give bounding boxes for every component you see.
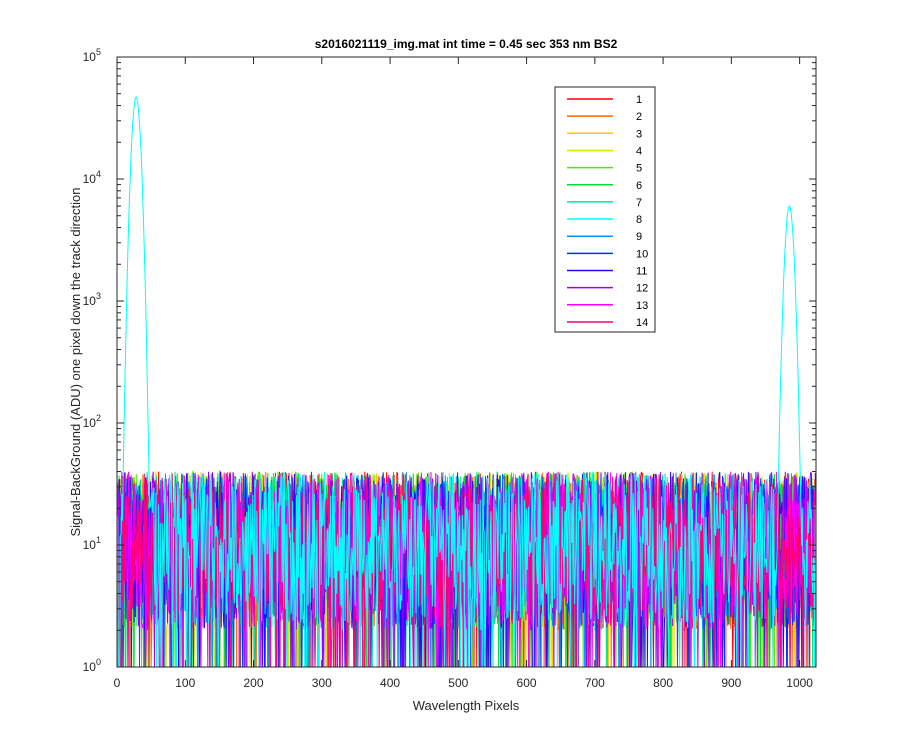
y-axis-title: Signal-BackGround (ADU) one pixel down t… <box>68 187 83 536</box>
x-tick-label: 500 <box>448 676 468 690</box>
x-tick-label: 0 <box>114 676 121 690</box>
legend-label-10: 10 <box>636 248 648 260</box>
legend-label-11: 11 <box>636 266 647 278</box>
legend-label-13: 13 <box>636 300 648 312</box>
legend-label-14: 14 <box>636 317 648 329</box>
x-tick-label: 600 <box>517 676 537 690</box>
x-tick-label: 900 <box>721 676 741 690</box>
series-line-8 <box>117 96 817 668</box>
legend-label-9: 9 <box>636 231 642 243</box>
x-axis-title: Wavelength Pixels <box>413 698 520 713</box>
ticks-layer: 0 100 200 300 400 500 600 700 800 900 100010010110… <box>83 47 816 690</box>
legend-label-12: 12 <box>636 283 648 295</box>
x-tick-label: 200 <box>244 676 264 690</box>
y-tick-exponent: 5 <box>96 47 101 57</box>
legend-label-2: 2 <box>636 111 642 123</box>
y-tick-exponent: 2 <box>96 413 101 423</box>
x-tick-label: 300 <box>312 676 332 690</box>
y-tick-exponent: 3 <box>96 291 101 301</box>
x-tick-label: 100 <box>175 676 195 690</box>
legend-box <box>554 86 656 333</box>
series-layer <box>117 96 817 668</box>
y-tick-exponent: 1 <box>96 535 101 545</box>
legend-label-8: 8 <box>636 214 642 226</box>
x-tick-label: 400 <box>380 676 400 690</box>
x-tick-label: 800 <box>653 676 673 690</box>
x-tick-label: 700 <box>585 676 605 690</box>
legend-label-7: 7 <box>636 197 642 209</box>
legend-label-4: 4 <box>636 145 642 157</box>
legend-label-1: 1 <box>636 94 642 106</box>
y-tick-exponent: 4 <box>96 169 101 179</box>
legend-label-5: 5 <box>636 163 642 175</box>
x-tick-label: 1000 <box>786 676 813 690</box>
chart-title: s2016021119_img.mat int time = 0.45 sec … <box>315 37 618 51</box>
legend-label-6: 6 <box>636 180 642 192</box>
y-tick-exponent: 0 <box>96 657 101 667</box>
plot-frame <box>116 56 817 668</box>
legend-label-3: 3 <box>636 128 642 140</box>
